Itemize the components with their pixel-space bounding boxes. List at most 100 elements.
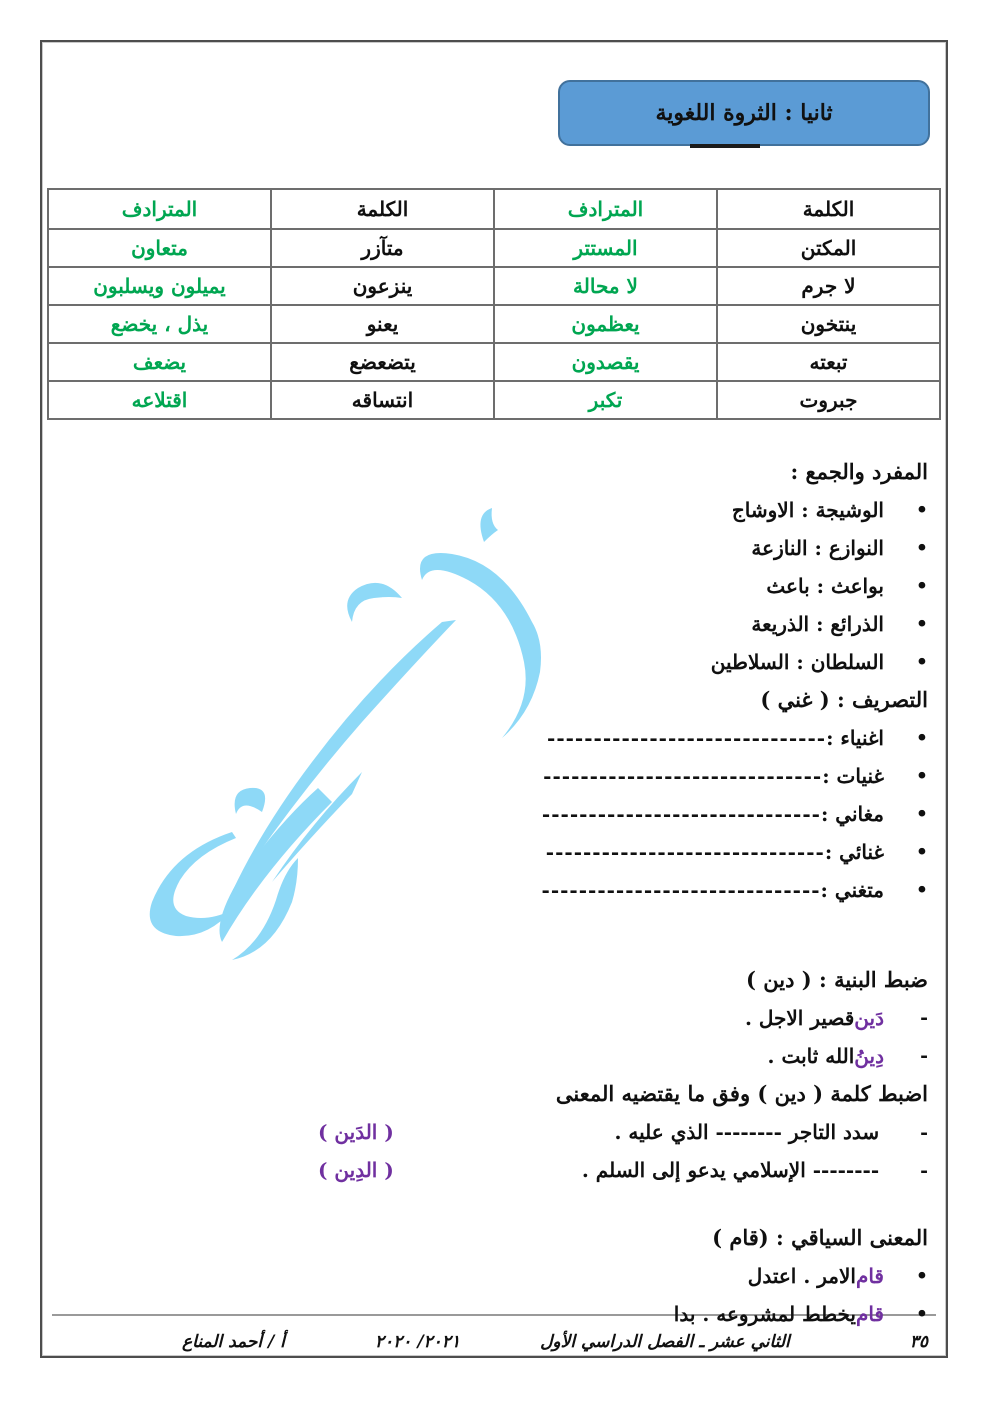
sentence-text[interactable]: سدد التاجر -------- الذي عليه . [614, 1119, 880, 1144]
answer-blank[interactable]: ------------------------------ [541, 802, 821, 826]
list-item-text: الوشيجة : الاوشاج [731, 498, 884, 522]
heading-singular-plural: المفرد والجمع : [790, 459, 928, 484]
exercise-sentence: - سدد التاجر -------- الذي عليه . [615, 1113, 929, 1152]
bullet-icon: • [915, 879, 928, 901]
synonym-cell: يقصدون [493, 342, 718, 382]
footer-grade-term: الثاني عشر ـ الفصل الدراسي الأول [540, 1332, 790, 1352]
list-item: • بواعث : باعث [60, 567, 928, 605]
meaning-item: • قام الامر . اعتدل [60, 1257, 928, 1295]
table-header-row: الكلمة المترادف الكلمة المترادف [47, 188, 941, 230]
answer-option: ( الدِين ) [318, 1158, 394, 1182]
footer-teacher-name: أ / أحمد المناع [182, 1332, 285, 1352]
exercise-item: - -------- الإسلامي يدعو إلى السلم . ( ا… [60, 1151, 928, 1189]
example-text: قصير الاجل . [744, 1006, 855, 1030]
synonym-cell: متعاون [47, 228, 272, 268]
section-title-box: ثانيا : الثروة اللغوية [558, 80, 930, 146]
fill-blank-item: • متغني : ------------------------------ [60, 871, 928, 909]
highlight-word: دَين [854, 1006, 884, 1030]
list-item-text: بواعث : باعث [766, 574, 884, 598]
example-item: - دِينُ الله ثابت . [60, 1037, 928, 1075]
bullet-icon: • [915, 537, 928, 559]
highlight-word: قام [855, 1302, 884, 1326]
meaning-text: يخطط لمشروعه . بدا [673, 1302, 856, 1326]
dash-icon: - [920, 1121, 928, 1144]
page-number: ٣٥ [909, 1332, 928, 1352]
synonym-cell: المستتر [493, 228, 718, 268]
col-header-word: الكلمة [716, 188, 941, 230]
bullet-icon: • [915, 727, 928, 749]
col-header-synonym: المترادف [47, 188, 272, 230]
title-underline [690, 144, 760, 148]
fill-blank-item: • مغاني : ------------------------------ [60, 795, 928, 833]
heading-vocalization: ضبط البنية : ( دين ) [746, 967, 928, 992]
bullet-icon: • [915, 575, 928, 597]
blank-label: مغاني : [820, 802, 884, 826]
bullet-icon: • [915, 1265, 928, 1287]
fill-blank-item: • اغنياء : -----------------------------… [60, 719, 928, 757]
answer-blank[interactable]: ------------------------------ [545, 840, 825, 864]
fill-blank-item: • غنيات : ------------------------------ [60, 757, 928, 795]
bullet-icon: • [915, 499, 928, 521]
word-cell: المكتن [716, 228, 941, 268]
list-item-text: النوازع : النازعة [751, 536, 884, 560]
dash-icon: - [920, 1159, 928, 1182]
list-item-text: السلطان : السلاطين [710, 650, 884, 674]
table-row: تبعته يقصدون يتضعضع يضعف [47, 342, 941, 382]
synonyms-table: الكلمة المترادف الكلمة المترادف المكتن ا… [47, 188, 941, 420]
answer-option: ( الدَين ) [318, 1120, 394, 1144]
synonym-cell: يضعف [47, 342, 272, 382]
word-cell: ينزعون [270, 266, 495, 306]
exercise-sentence: - -------- الإسلامي يدعو إلى السلم . [582, 1151, 928, 1190]
synonym-cell: تكبر [493, 380, 718, 420]
table-row: ينتخون يعظمون يعنو يذل ، يخضع [47, 304, 941, 344]
list-item-text: الذرائع : الذريعة [751, 612, 884, 636]
blank-label: اغنياء : [826, 726, 884, 750]
highlight-word: قام [855, 1264, 884, 1288]
word-cell: يعنو [270, 304, 495, 344]
bullet-icon: • [915, 841, 928, 863]
synonym-cell: يميلون ويسلبون [47, 266, 272, 306]
synonym-cell: يعظمون [493, 304, 718, 344]
bullet-icon: • [915, 765, 928, 787]
example-text: الله ثابت . [767, 1044, 855, 1068]
list-item: • النوازع : النازعة [60, 529, 928, 567]
word-cell: تبعته [716, 342, 941, 382]
meaning-item: • قام يخطط لمشروعه . بدا [60, 1295, 928, 1333]
col-header-synonym: المترادف [493, 188, 718, 230]
blank-label: غنيات : [822, 764, 884, 788]
dash-icon: - [920, 1045, 928, 1067]
word-cell: ينتخون [716, 304, 941, 344]
heading-contextual-meaning: المعنى السياقي : (قام ) [712, 1225, 928, 1250]
blank-label: غنائي : [824, 840, 884, 864]
bullet-icon: • [915, 651, 928, 673]
list-item: • السلطان : السلاطين [60, 643, 928, 681]
col-header-word: الكلمة [270, 188, 495, 230]
table-row: المكتن المستتر متآزر متعاون [47, 228, 941, 268]
example-item: - دَين قصير الاجل . [60, 999, 928, 1037]
bullet-icon: • [915, 1303, 928, 1325]
table-row: جبروت تكبر انتساقه اقتلاعه [47, 380, 941, 420]
meaning-text: الامر . اعتدل [747, 1264, 856, 1288]
answer-blank[interactable]: ------------------------------ [541, 878, 821, 902]
dash-icon: - [920, 1007, 928, 1029]
word-cell: جبروت [716, 380, 941, 420]
synonym-cell: اقتلاعه [47, 380, 272, 420]
word-cell: متآزر [270, 228, 495, 268]
word-cell: لا جرم [716, 266, 941, 306]
word-cell: انتساقه [270, 380, 495, 420]
word-cell: يتضعضع [270, 342, 495, 382]
blank-label: متغني : [820, 878, 884, 902]
fill-blank-item: • غنائي : ------------------------------ [60, 833, 928, 871]
footer-school-year: ٢٠٢١/ ٢٠٢٠ [374, 1332, 461, 1352]
bullet-icon: • [915, 613, 928, 635]
worksheet-page: ثانيا : الثروة اللغوية الكلمة المترادف ا… [40, 40, 948, 1358]
answer-blank[interactable]: ------------------------------ [547, 726, 827, 750]
synonym-cell: يذل ، يخضع [47, 304, 272, 344]
exercise-item: - سدد التاجر -------- الذي عليه . ( الدَ… [60, 1113, 928, 1151]
footer: ٣٥ الثاني عشر ـ الفصل الدراسي الأول ٢٠٢١… [42, 1332, 946, 1352]
footer-divider [52, 1314, 936, 1316]
list-item: • الوشيجة : الاوشاج [60, 491, 928, 529]
answer-blank[interactable]: ------------------------------ [543, 764, 823, 788]
sentence-text[interactable]: -------- الإسلامي يدعو إلى السلم . [581, 1157, 880, 1182]
highlight-word: دِينُ [854, 1044, 884, 1068]
